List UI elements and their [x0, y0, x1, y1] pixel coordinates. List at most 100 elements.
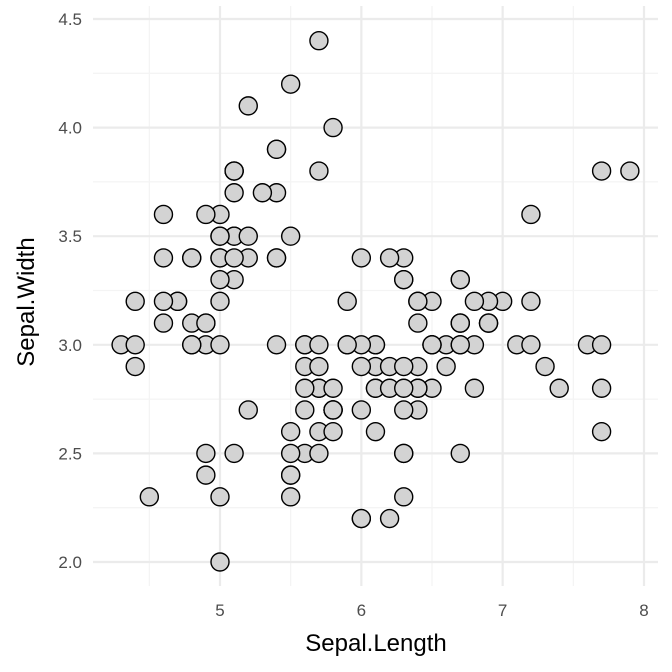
data-point: [196, 465, 216, 485]
data-point: [535, 356, 555, 377]
data-point: [266, 248, 287, 268]
data-point: [182, 335, 202, 355]
data-point: [280, 421, 301, 442]
data-point: [238, 96, 258, 116]
data-point: [394, 378, 414, 398]
x-tick-label: 5: [215, 601, 224, 620]
data-point: [478, 313, 499, 333]
data-point: [210, 552, 230, 572]
data-point: [394, 400, 414, 420]
data-point: [210, 226, 230, 246]
x-axis-ticks: 5 6 7 8: [215, 601, 648, 620]
data-point: [323, 421, 343, 442]
data-point: [521, 204, 541, 225]
data-points: [111, 31, 640, 572]
data-point: [153, 248, 174, 268]
data-point: [266, 335, 287, 355]
data-point: [153, 313, 174, 333]
data-point: [295, 378, 315, 398]
data-point: [182, 248, 202, 268]
y-tick-label: 3.0: [58, 336, 82, 355]
data-point: [620, 161, 640, 181]
x-tick-label: 6: [357, 601, 366, 620]
y-axis-ticks: 2.0 2.5 3.0 3.5 4.0 4.5: [58, 10, 82, 572]
data-point: [337, 335, 357, 355]
data-point: [309, 356, 329, 377]
data-point: [309, 161, 329, 181]
minor-grid: [93, 6, 658, 586]
data-point: [591, 421, 612, 442]
data-point: [224, 443, 244, 464]
data-point: [125, 335, 145, 355]
data-point: [280, 487, 301, 507]
data-point: [280, 465, 301, 485]
data-point: [450, 335, 470, 355]
data-point: [394, 269, 414, 290]
data-point: [408, 313, 428, 333]
data-point: [309, 443, 329, 464]
data-point: [252, 183, 273, 203]
data-point: [351, 508, 372, 529]
y-tick-label: 4.0: [58, 119, 82, 138]
y-tick-label: 3.5: [58, 227, 82, 246]
x-tick-label: 7: [498, 601, 507, 620]
x-tick-label: 8: [639, 601, 648, 620]
data-point: [280, 226, 301, 246]
data-point: [196, 313, 216, 333]
data-point: [365, 421, 386, 442]
data-point: [224, 183, 244, 203]
data-point: [450, 313, 470, 333]
data-point: [549, 378, 569, 398]
data-point: [280, 74, 301, 94]
data-point: [153, 291, 174, 312]
data-point: [196, 443, 216, 464]
data-point: [238, 226, 258, 246]
data-point: [309, 31, 329, 51]
y-tick-label: 2.0: [58, 553, 82, 572]
data-point: [521, 335, 541, 355]
data-point: [521, 291, 541, 312]
data-point: [450, 269, 470, 290]
data-point: [436, 356, 456, 377]
data-point: [210, 291, 230, 312]
data-point: [351, 248, 372, 268]
data-point: [323, 400, 343, 420]
data-point: [224, 248, 244, 268]
data-point: [125, 291, 145, 312]
data-point: [295, 400, 315, 420]
y-tick-label: 4.5: [58, 10, 82, 29]
data-point: [591, 161, 612, 181]
data-point: [464, 378, 485, 398]
data-point: [394, 356, 414, 377]
data-point: [450, 443, 470, 464]
data-point: [323, 378, 343, 398]
x-axis-title: Sepal.Length: [305, 630, 446, 657]
data-point: [323, 117, 343, 138]
data-point: [196, 204, 216, 225]
data-point: [309, 335, 329, 355]
data-point: [125, 356, 145, 377]
major-grid: [93, 6, 658, 586]
data-point: [591, 335, 612, 355]
data-point: [379, 508, 400, 529]
data-point: [210, 487, 230, 507]
data-point: [464, 291, 485, 312]
data-point: [379, 248, 400, 268]
data-point: [591, 378, 612, 398]
data-point: [238, 400, 258, 420]
data-point: [153, 204, 174, 225]
data-point: [266, 139, 287, 160]
data-point: [394, 443, 414, 464]
data-point: [351, 356, 372, 377]
y-tick-label: 2.5: [58, 444, 82, 463]
data-point: [408, 291, 428, 312]
data-point: [351, 400, 372, 420]
data-point: [210, 335, 230, 355]
data-point: [210, 269, 230, 290]
data-point: [394, 487, 414, 507]
data-point: [337, 291, 357, 312]
data-point: [224, 161, 244, 181]
y-axis-title: Sepal.Width: [13, 237, 40, 366]
data-point: [280, 443, 301, 464]
